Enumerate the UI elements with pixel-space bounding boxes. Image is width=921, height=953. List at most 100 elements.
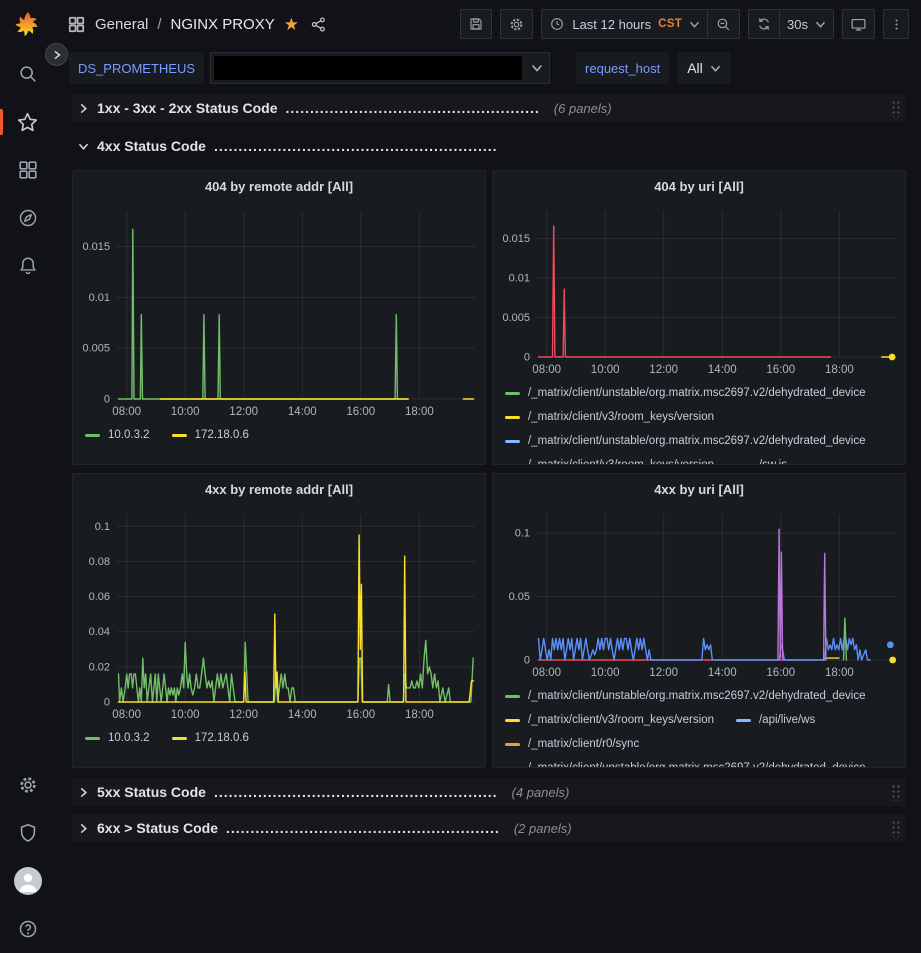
row-panel-count: (6 panels) (554, 101, 612, 116)
variable-label-ds[interactable]: DS_PROMETHEUS (69, 52, 204, 84)
sidebar-item-server-admin[interactable] (0, 809, 55, 857)
svg-text:0.01: 0.01 (89, 292, 110, 304)
panel-404-by-uri: 404 by uri [All] 00.0050.010.01508:0010:… (492, 170, 906, 465)
time-range-picker[interactable]: Last 12 hours CST (541, 9, 707, 39)
panel-4xx-by-remote-addr: 4xx by remote addr [All] 00.020.040.060.… (72, 473, 486, 768)
sidebar-item-help[interactable] (0, 905, 55, 953)
sidebar-item-configuration[interactable] (0, 761, 55, 809)
svg-text:18:00: 18:00 (405, 709, 434, 721)
legend-item[interactable]: 10.0.3.2 (85, 429, 150, 441)
row-drag-handle[interactable] (890, 819, 900, 837)
panel-4xx-by-uri: 4xx by uri [All] 00.050.108:0010:0012:00… (492, 473, 906, 768)
sidebar-item-dashboards[interactable] (0, 146, 55, 194)
chart-legend: /_matrix/client/unstable/org.matrix.msc2… (493, 682, 905, 767)
sidebar-item-alerting[interactable] (0, 242, 55, 290)
clock-icon (549, 16, 565, 32)
svg-text:18:00: 18:00 (825, 364, 854, 376)
panel-404-by-remote-addr: 404 by remote addr [All] 00.0050.010.015… (72, 170, 486, 465)
chart-canvas[interactable]: 00.050.108:0010:0012:0014:0016:0018:00 (493, 504, 905, 682)
legend-swatch (736, 719, 751, 722)
main-area: General / NGINX PROXY ★ (55, 0, 921, 953)
legend-item[interactable]: /_matrix/client/v3/room_keys/version (505, 714, 714, 726)
share-icon[interactable] (310, 16, 327, 33)
dashboard-settings-button[interactable] (500, 9, 533, 39)
legend-item[interactable]: /_matrix/client/unstable/org.matrix.msc2… (505, 435, 866, 447)
sidebar-item-profile[interactable] (0, 857, 55, 905)
svg-text:16:00: 16:00 (766, 667, 795, 679)
legend-item[interactable]: /api/live/ws (736, 714, 815, 726)
variable-request-host-select[interactable]: All (677, 52, 731, 84)
sidebar-item-starred[interactable] (0, 98, 55, 146)
refresh-button[interactable] (748, 9, 779, 39)
timeseries-chart[interactable]: 00.0050.010.01508:0010:0012:0014:0016:00… (493, 201, 905, 379)
chevron-down-icon (78, 141, 89, 152)
timeseries-chart[interactable]: 00.0050.010.01508:0010:0012:0014:0016:00… (73, 201, 485, 421)
user-avatar (13, 866, 43, 896)
row-6xx-status-code[interactable]: 6xx > Status Code ......................… (72, 814, 906, 842)
panel-title[interactable]: 404 by uri [All] (493, 171, 905, 201)
legend-item[interactable]: 10.0.3.2 (85, 732, 150, 744)
legend-item[interactable]: /_matrix/client/unstable/org.matrix.msc2… (505, 387, 866, 399)
chevron-right-icon (78, 103, 89, 114)
legend-item[interactable]: /_matrix/client/unstable/org.matrix.msc2… (505, 762, 866, 767)
row-dots: ........................................… (214, 138, 498, 154)
row-title: 6xx > Status Code (97, 820, 218, 836)
legend-label: 10.0.3.2 (108, 429, 150, 441)
chevron-down-icon (531, 62, 543, 74)
legend-row: 10.0.3.2 172.18.0.6 (85, 423, 473, 447)
row-4xx-status-code[interactable]: 4xx Status Code ........................… (72, 132, 906, 160)
gear-icon (17, 774, 39, 796)
chart-canvas[interactable]: 00.0050.010.01508:0010:0012:0014:0016:00… (493, 201, 905, 379)
more-options-button[interactable] (883, 9, 909, 39)
svg-text:14:00: 14:00 (288, 709, 317, 721)
chart-canvas[interactable]: 00.0050.010.01508:0010:0012:0014:0016:00… (73, 201, 485, 421)
legend-item[interactable]: 172.18.0.6 (172, 429, 249, 441)
row-panel-count: (4 panels) (512, 785, 570, 800)
svg-text:10:00: 10:00 (591, 364, 620, 376)
legend-row: /_matrix/client/unstable/org.matrix.msc2… (505, 684, 893, 708)
grafana-logo[interactable] (0, 0, 55, 50)
breadcrumb-section[interactable]: General (95, 16, 148, 33)
compass-icon (17, 207, 39, 229)
save-dashboard-button[interactable] (460, 9, 492, 39)
row-1xx-3xx-2xx-status-code[interactable]: 1xx - 3xx - 2xx Status Code ............… (72, 94, 906, 122)
sidebar-expand-button[interactable] (45, 43, 68, 66)
legend-item[interactable]: /_matrix/client/v3/room_keys/version (505, 411, 714, 423)
svg-text:14:00: 14:00 (288, 406, 317, 418)
variable-label-request-host[interactable]: request_host (576, 52, 669, 84)
legend-item[interactable]: /_matrix/client/v3/room_keys/version (505, 459, 714, 464)
tv-icon (850, 16, 867, 33)
timeseries-chart[interactable]: 00.050.108:0010:0012:0014:0016:0018:00 (493, 504, 905, 682)
legend-label: /_matrix/client/unstable/org.matrix.msc2… (528, 690, 866, 702)
svg-text:0.015: 0.015 (82, 241, 110, 253)
chart-canvas[interactable]: 00.020.040.060.080.108:0010:0012:0014:00… (73, 504, 485, 724)
legend-item[interactable]: /sw.js (736, 459, 787, 464)
legend-item[interactable]: /_matrix/client/r0/sync (505, 738, 639, 750)
panel-title[interactable]: 4xx by remote addr [All] (73, 474, 485, 504)
zoom-out-button[interactable] (707, 9, 740, 39)
legend-label: /_matrix/client/r0/sync (528, 738, 639, 750)
panel-title[interactable]: 404 by remote addr [All] (73, 171, 485, 201)
kiosk-mode-button[interactable] (842, 9, 875, 39)
sidebar (0, 0, 55, 953)
dashboard-title[interactable]: NGINX PROXY (171, 16, 275, 33)
row-drag-handle[interactable] (890, 783, 900, 801)
chevron-right-icon (78, 787, 89, 798)
favorite-star-icon[interactable]: ★ (284, 16, 299, 33)
svg-text:12:00: 12:00 (649, 667, 678, 679)
sidebar-item-explore[interactable] (0, 194, 55, 242)
row-5xx-status-code[interactable]: 5xx Status Code ........................… (72, 778, 906, 806)
row-panel-count: (2 panels) (514, 821, 572, 836)
panel-title[interactable]: 4xx by uri [All] (493, 474, 905, 504)
time-controls: Last 12 hours CST (541, 9, 740, 39)
row-drag-handle[interactable] (890, 99, 900, 117)
legend-item[interactable]: 172.18.0.6 (172, 732, 249, 744)
legend-item[interactable]: /_matrix/client/unstable/org.matrix.msc2… (505, 690, 866, 702)
svg-text:0.005: 0.005 (82, 343, 110, 355)
legend-label: /_matrix/client/unstable/org.matrix.msc2… (528, 435, 866, 447)
legend-swatch (172, 737, 187, 740)
timeseries-chart[interactable]: 00.020.040.060.080.108:0010:0012:0014:00… (73, 504, 485, 724)
legend-swatch (85, 434, 100, 437)
refresh-interval-picker[interactable]: 30s (779, 9, 834, 39)
variable-ds-select[interactable] (210, 52, 550, 84)
